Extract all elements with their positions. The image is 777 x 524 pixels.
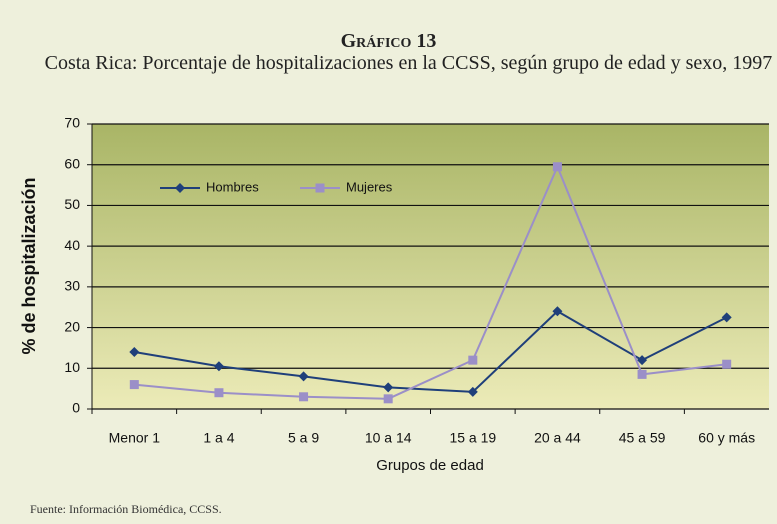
y-tick-label: 60 bbox=[64, 155, 80, 171]
plot-area bbox=[92, 124, 769, 409]
legend-marker bbox=[175, 183, 185, 193]
data-point bbox=[298, 371, 309, 382]
data-point bbox=[552, 306, 563, 317]
legend-label: Hombres bbox=[206, 179, 259, 194]
data-point bbox=[383, 394, 393, 404]
x-tick-label: Menor 1 bbox=[109, 430, 161, 446]
data-point bbox=[299, 392, 309, 402]
x-tick-label: 5 a 9 bbox=[288, 430, 319, 446]
y-tick-label: 10 bbox=[64, 359, 80, 375]
data-point bbox=[383, 382, 394, 393]
data-point bbox=[468, 355, 478, 365]
x-tick-label: 10 a 14 bbox=[365, 430, 412, 446]
data-point bbox=[129, 347, 140, 357]
data-point bbox=[637, 355, 648, 366]
source: Fuente: Información Biomédica, CCSS. bbox=[30, 502, 222, 516]
y-tick-label: 40 bbox=[64, 237, 80, 253]
legend-marker bbox=[315, 183, 325, 193]
data-point bbox=[213, 361, 224, 372]
y-axis-label: % de hospitalización bbox=[19, 177, 39, 354]
y-tick-label: 0 bbox=[72, 400, 80, 416]
legend-label: Mujeres bbox=[346, 179, 393, 194]
data-point bbox=[214, 388, 224, 398]
series-line bbox=[134, 310, 728, 393]
x-tick-label: 15 a 19 bbox=[449, 430, 496, 446]
x-tick-label: 60 y más bbox=[698, 430, 755, 446]
x-axis-label: Grupos de edad bbox=[376, 457, 484, 474]
data-point bbox=[637, 369, 647, 379]
data-point bbox=[722, 359, 732, 369]
y-tick-label: 30 bbox=[64, 278, 80, 294]
y-tick-label: 70 bbox=[64, 115, 80, 131]
chart-subtitle: Costa Rica: Porcentaje de hospitalizacio… bbox=[44, 52, 773, 74]
x-tick-label: 20 a 44 bbox=[534, 430, 581, 446]
x-tick-label: 45 a 59 bbox=[619, 430, 666, 446]
y-tick-label: 50 bbox=[64, 196, 80, 212]
chart: % de hospitalización Grupos de edad 0 10 2… bbox=[19, 115, 769, 474]
data-point bbox=[721, 312, 732, 323]
x-tick-label: 1 a 4 bbox=[203, 430, 234, 446]
data-point bbox=[467, 386, 478, 397]
chart-title: Gráfico 13 bbox=[340, 30, 437, 52]
series-line bbox=[134, 164, 727, 400]
data-point bbox=[552, 162, 562, 172]
y-tick-label: 20 bbox=[64, 318, 80, 334]
data-point bbox=[129, 380, 139, 390]
